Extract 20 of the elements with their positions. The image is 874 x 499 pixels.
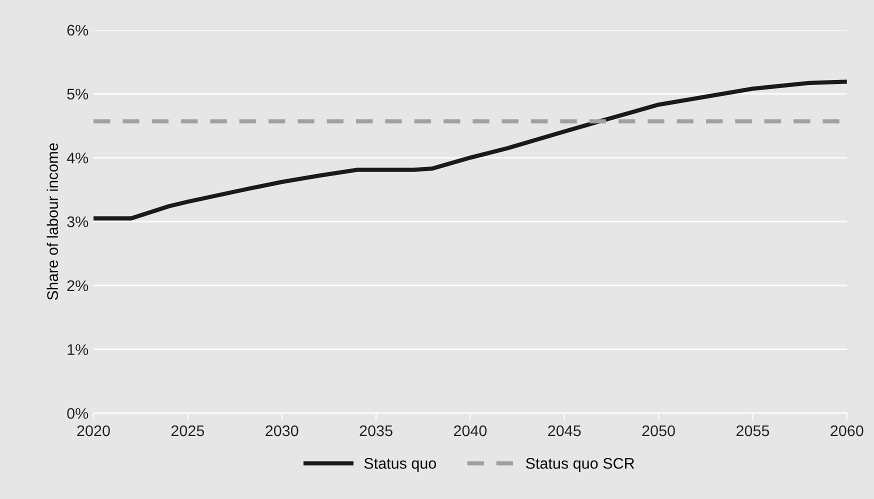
x-tick-label: 2030 — [266, 425, 298, 436]
x-tick-label: 2035 — [360, 425, 392, 436]
y-tick-label: 3% — [67, 216, 88, 228]
y-tick-label: 0% — [67, 408, 88, 419]
y-axis-title: Share of labour income — [46, 143, 58, 300]
x-tick-label: 2060 — [830, 425, 864, 436]
legend-label: Status quo — [364, 458, 436, 472]
legend-label: Status quo SCR — [526, 458, 634, 472]
x-tick-label: 2040 — [454, 425, 487, 436]
x-tick-label: 2020 — [77, 425, 110, 436]
x-tick-label: 2045 — [548, 425, 581, 436]
line-series — [94, 80, 847, 220]
y-tick-label: 5% — [67, 88, 88, 100]
y-tick-label: 4% — [66, 152, 88, 164]
y-tick-label: 2% — [67, 280, 88, 292]
y-tick-label: 1% — [68, 344, 88, 355]
x-tick-label: 2025 — [171, 425, 204, 436]
x-tick-label: 2050 — [642, 425, 675, 436]
y-tick-label: 6% — [67, 24, 88, 36]
x-tick-label: 2055 — [736, 425, 770, 436]
